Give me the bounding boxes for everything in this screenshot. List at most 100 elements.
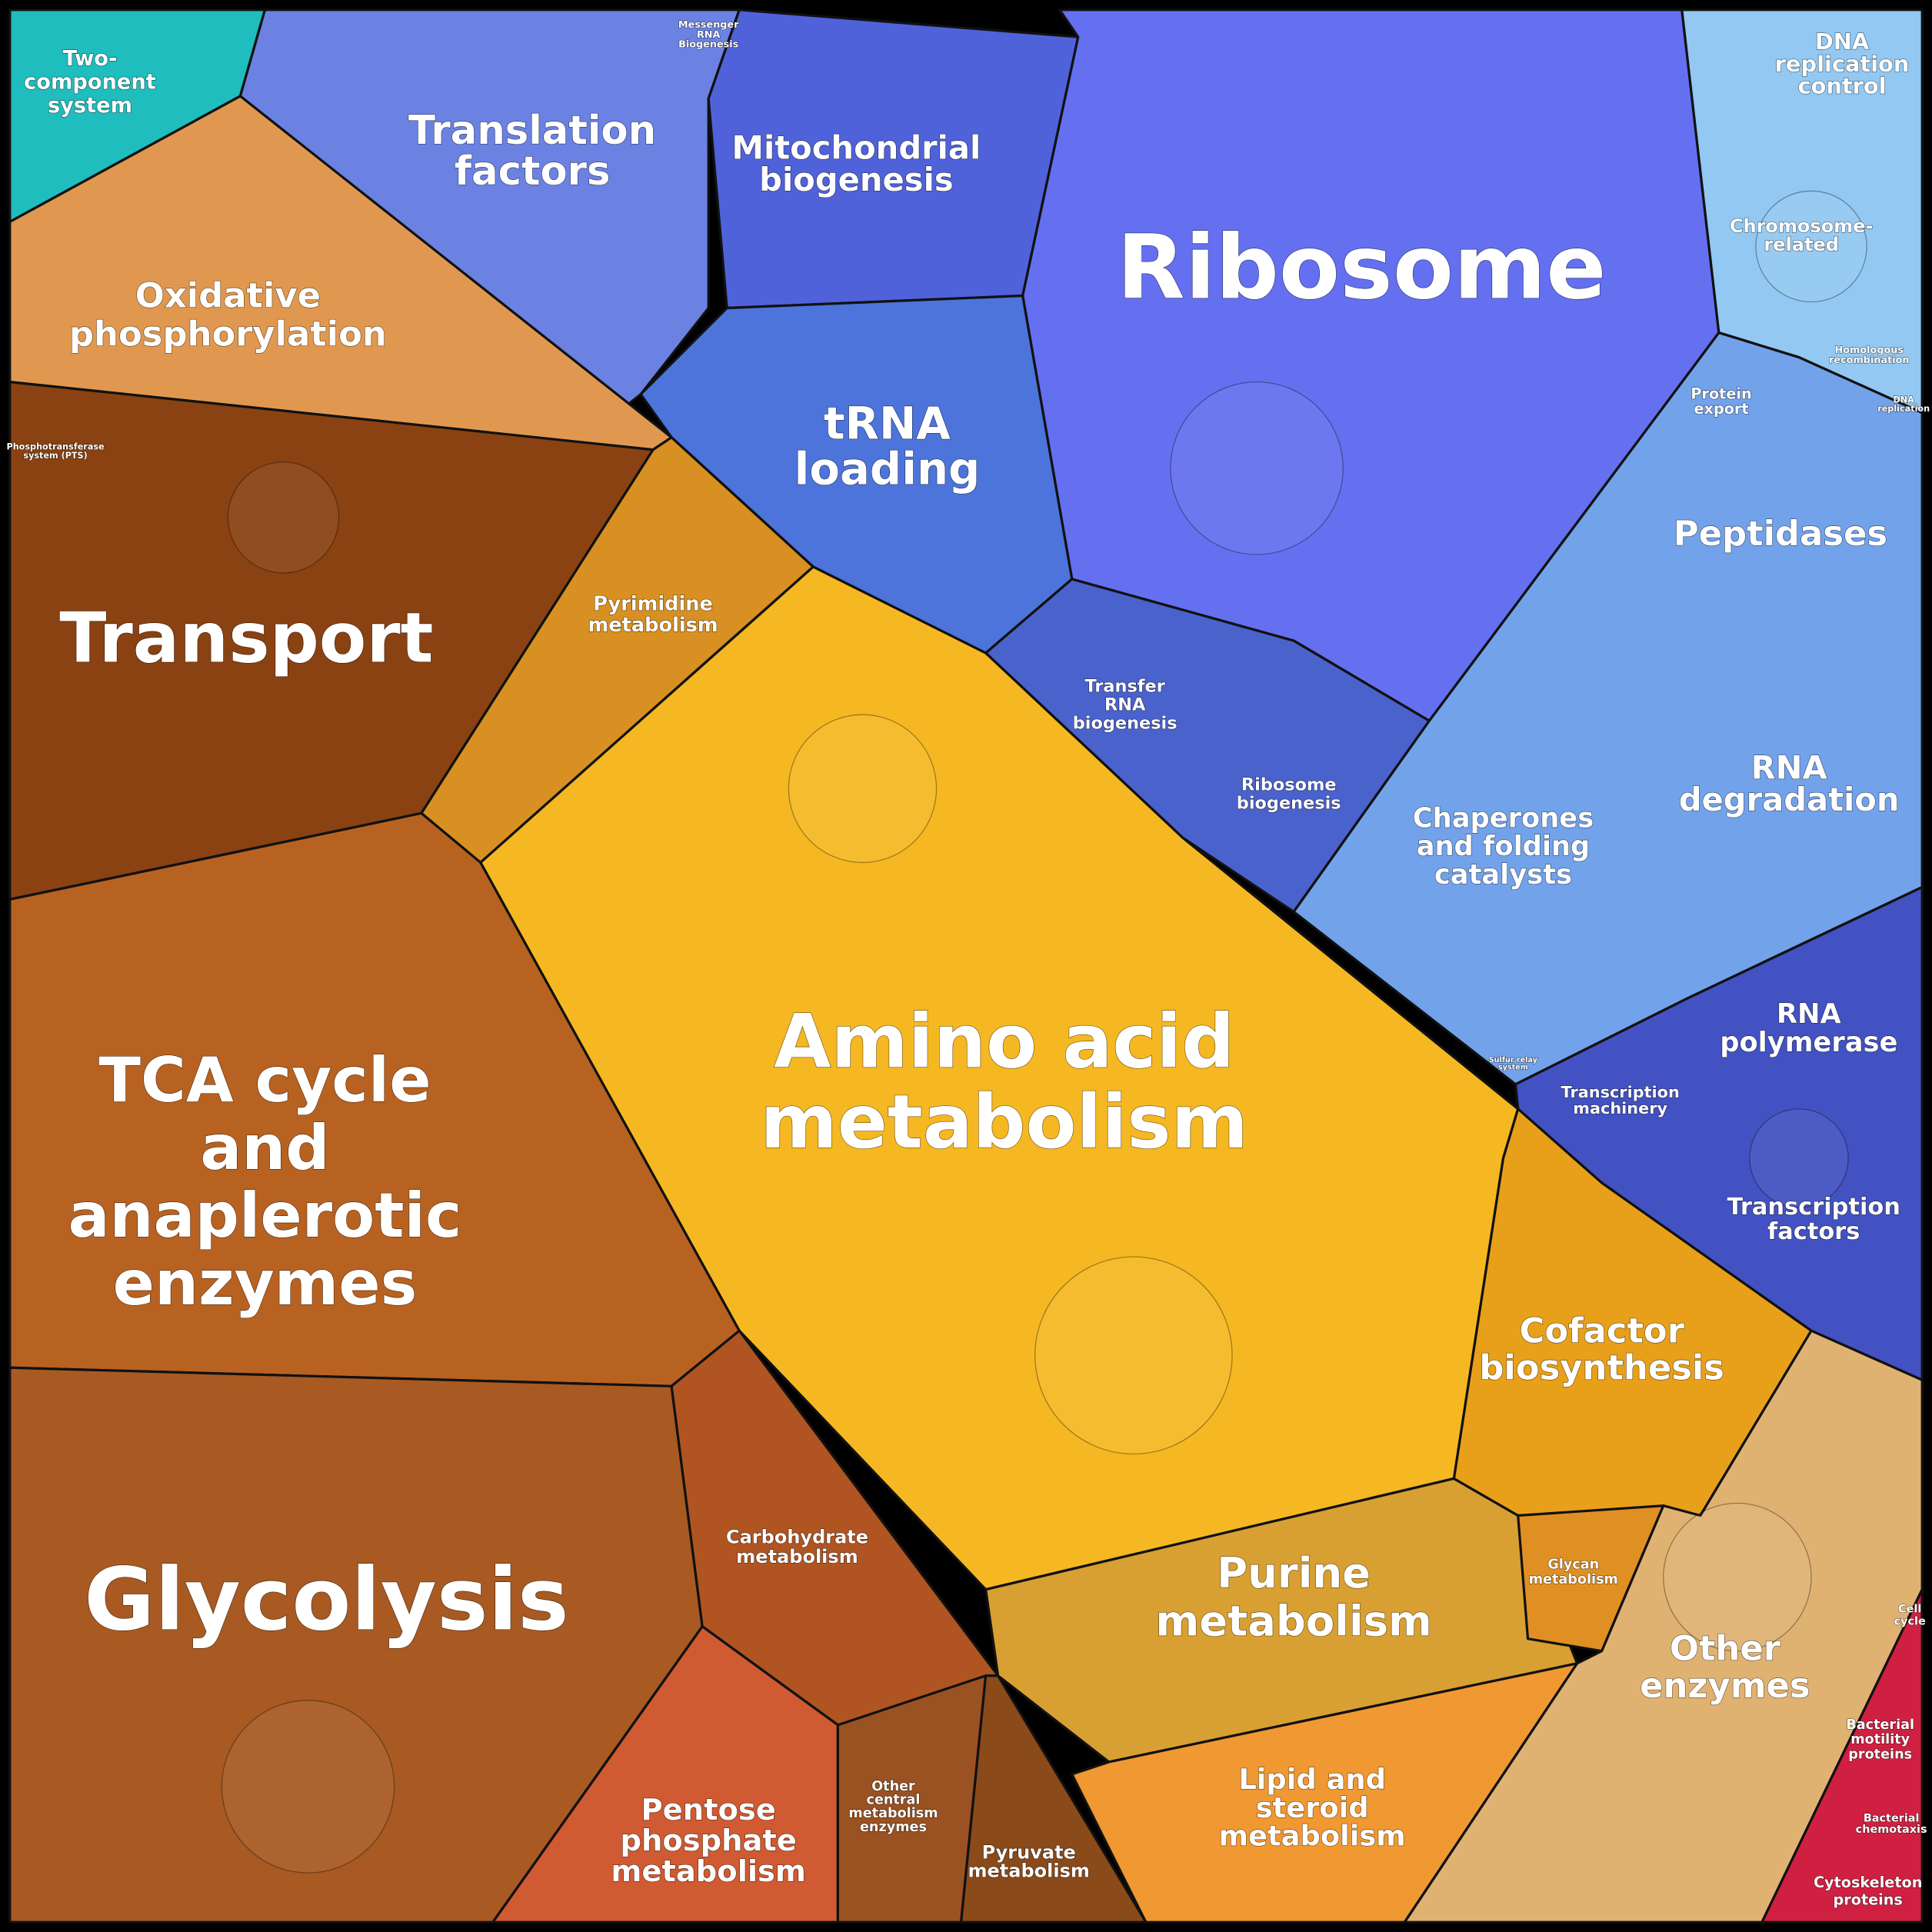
label-line: metabolism xyxy=(611,1854,806,1889)
label-line: Bacterial xyxy=(1864,1813,1920,1825)
region-label: Bacterial motility proteins xyxy=(1846,1717,1914,1762)
label-line: Cytoskeleton xyxy=(1814,1873,1922,1890)
label-line: enzymes xyxy=(860,1820,927,1835)
label-line: replication xyxy=(1775,51,1910,77)
label-line: Chaperones xyxy=(1413,802,1594,834)
region-label: Messenger RNA Biogenesis xyxy=(678,19,739,51)
region-label: Other central metabolism enzymes xyxy=(848,1779,938,1835)
region-label: Transfer RNA biogenesis xyxy=(1073,676,1178,733)
label-line: Transport xyxy=(59,599,433,679)
label-line: enzymes xyxy=(1640,1665,1810,1706)
label-line: motility xyxy=(1850,1732,1910,1747)
cell xyxy=(1034,1256,1233,1455)
region xyxy=(1760,1588,1924,1924)
label-line: phosphate xyxy=(620,1824,796,1858)
label-line: Translation xyxy=(408,108,656,154)
label-line: degradation xyxy=(1679,781,1900,818)
label-line: Purine xyxy=(1217,1548,1371,1597)
label-line: metabolism xyxy=(848,1806,938,1821)
label-line: factors xyxy=(1767,1218,1860,1245)
region-label: Lipid and steroid metabolism xyxy=(1219,1762,1406,1852)
region-label: Translation factors xyxy=(408,108,656,195)
region-label: Transport xyxy=(59,599,433,679)
label-line: phosphorylation xyxy=(69,313,387,354)
region-label: Oxidative phosphorylation xyxy=(69,275,387,355)
label-line: metabolism xyxy=(761,1079,1248,1165)
label-line: steroid xyxy=(1256,1790,1369,1824)
label-line: Glycan xyxy=(1547,1557,1599,1573)
region-label: Glycolysis xyxy=(84,1550,568,1650)
label-line: RNA xyxy=(697,28,721,40)
region-label: Chaperones and folding catalysts xyxy=(1413,802,1594,891)
region-label: Cofactor biosynthesis xyxy=(1479,1310,1724,1387)
region-label: Two-component system xyxy=(24,46,156,117)
label-line: metabolism xyxy=(588,614,718,637)
label-line: Pentose xyxy=(641,1793,776,1827)
region-label: Homologous recombination xyxy=(1829,344,1909,365)
label-line: Biogenesis xyxy=(678,38,739,50)
cell xyxy=(1755,190,1867,303)
label-line: biogenesis xyxy=(1237,793,1341,813)
label-line: system (PTS) xyxy=(23,451,87,461)
label-line: Lipid and xyxy=(1238,1762,1386,1795)
region-label: Ribosome biogenesis xyxy=(1237,774,1341,813)
cell xyxy=(1170,381,1344,555)
label-line: Carbohydrate xyxy=(726,1526,868,1547)
label-line: machinery xyxy=(1573,1099,1667,1118)
label-line: Pyruvate xyxy=(982,1841,1076,1863)
label-line: Cell xyxy=(1898,1603,1921,1615)
region-label: Chromosome-related xyxy=(1730,215,1874,255)
label-line: metabolism xyxy=(1529,1572,1618,1587)
label-line: biosynthesis xyxy=(1479,1347,1724,1387)
label-line: Pyrimidine xyxy=(593,593,713,616)
label-line: metabolism xyxy=(1219,1819,1406,1852)
label-line: Ribosome xyxy=(1117,216,1606,319)
region-label: DNA replication xyxy=(1877,395,1930,414)
label-line: Protein xyxy=(1690,385,1751,402)
region-label: TCA cycle and anaplerotic enzymes xyxy=(68,1044,461,1319)
cell xyxy=(227,461,340,574)
label-line: DNA xyxy=(1815,28,1870,55)
label-line: Mitochondrial xyxy=(732,128,981,166)
label-line: TCA cycle xyxy=(98,1044,431,1116)
label-line: Peptidases xyxy=(1674,513,1887,554)
label-line: export xyxy=(1694,399,1749,417)
label-line: factors xyxy=(455,148,611,195)
region-label: Cytoskeleton proteins xyxy=(1814,1873,1922,1907)
region-label: DNA replication control xyxy=(1775,28,1910,99)
label-line: central xyxy=(867,1793,921,1808)
label-line: Phosphotransferase xyxy=(7,442,105,452)
label-line: proteins xyxy=(1848,1747,1912,1762)
label-line: loading xyxy=(794,442,981,495)
cell xyxy=(221,1700,395,1874)
label-line: Ribosome xyxy=(1241,774,1337,794)
region-label: Protein export xyxy=(1690,385,1751,417)
label-line: control xyxy=(1797,73,1886,99)
label-line: Sulfur relay xyxy=(1489,1056,1538,1064)
region-label: Peptidases xyxy=(1674,513,1887,554)
region-label: Amino acid metabolism xyxy=(761,999,1248,1165)
label-line: Bacterial xyxy=(1846,1717,1914,1733)
label-line: and xyxy=(200,1112,329,1184)
label-line: proteins xyxy=(1834,1890,1903,1908)
label-line: metabolism xyxy=(1155,1597,1431,1646)
region-label: Phosphotransferase system (PTS) xyxy=(7,442,105,461)
label-line: Other xyxy=(1670,1628,1780,1669)
label-line: RNA xyxy=(1104,695,1146,715)
label-line: Oxidative xyxy=(135,275,321,316)
region-label: Mitochondrial biogenesis xyxy=(732,128,981,198)
label-line: metabolism xyxy=(968,1860,1089,1882)
region-label: Pyruvate metabolism xyxy=(968,1841,1089,1881)
region-label: Cell cycle xyxy=(1894,1603,1926,1627)
region-label: Glycan metabolism xyxy=(1529,1557,1618,1587)
label-line: Transfer xyxy=(1085,676,1165,696)
label-line: component xyxy=(24,70,156,94)
region-label: RNA degradation xyxy=(1679,748,1900,818)
label-line: replication xyxy=(1877,404,1930,414)
label-line: tRNA xyxy=(824,397,951,449)
label-line: Transcription xyxy=(1727,1194,1900,1221)
cell xyxy=(788,714,938,864)
region-label: Ribosome xyxy=(1117,216,1606,319)
